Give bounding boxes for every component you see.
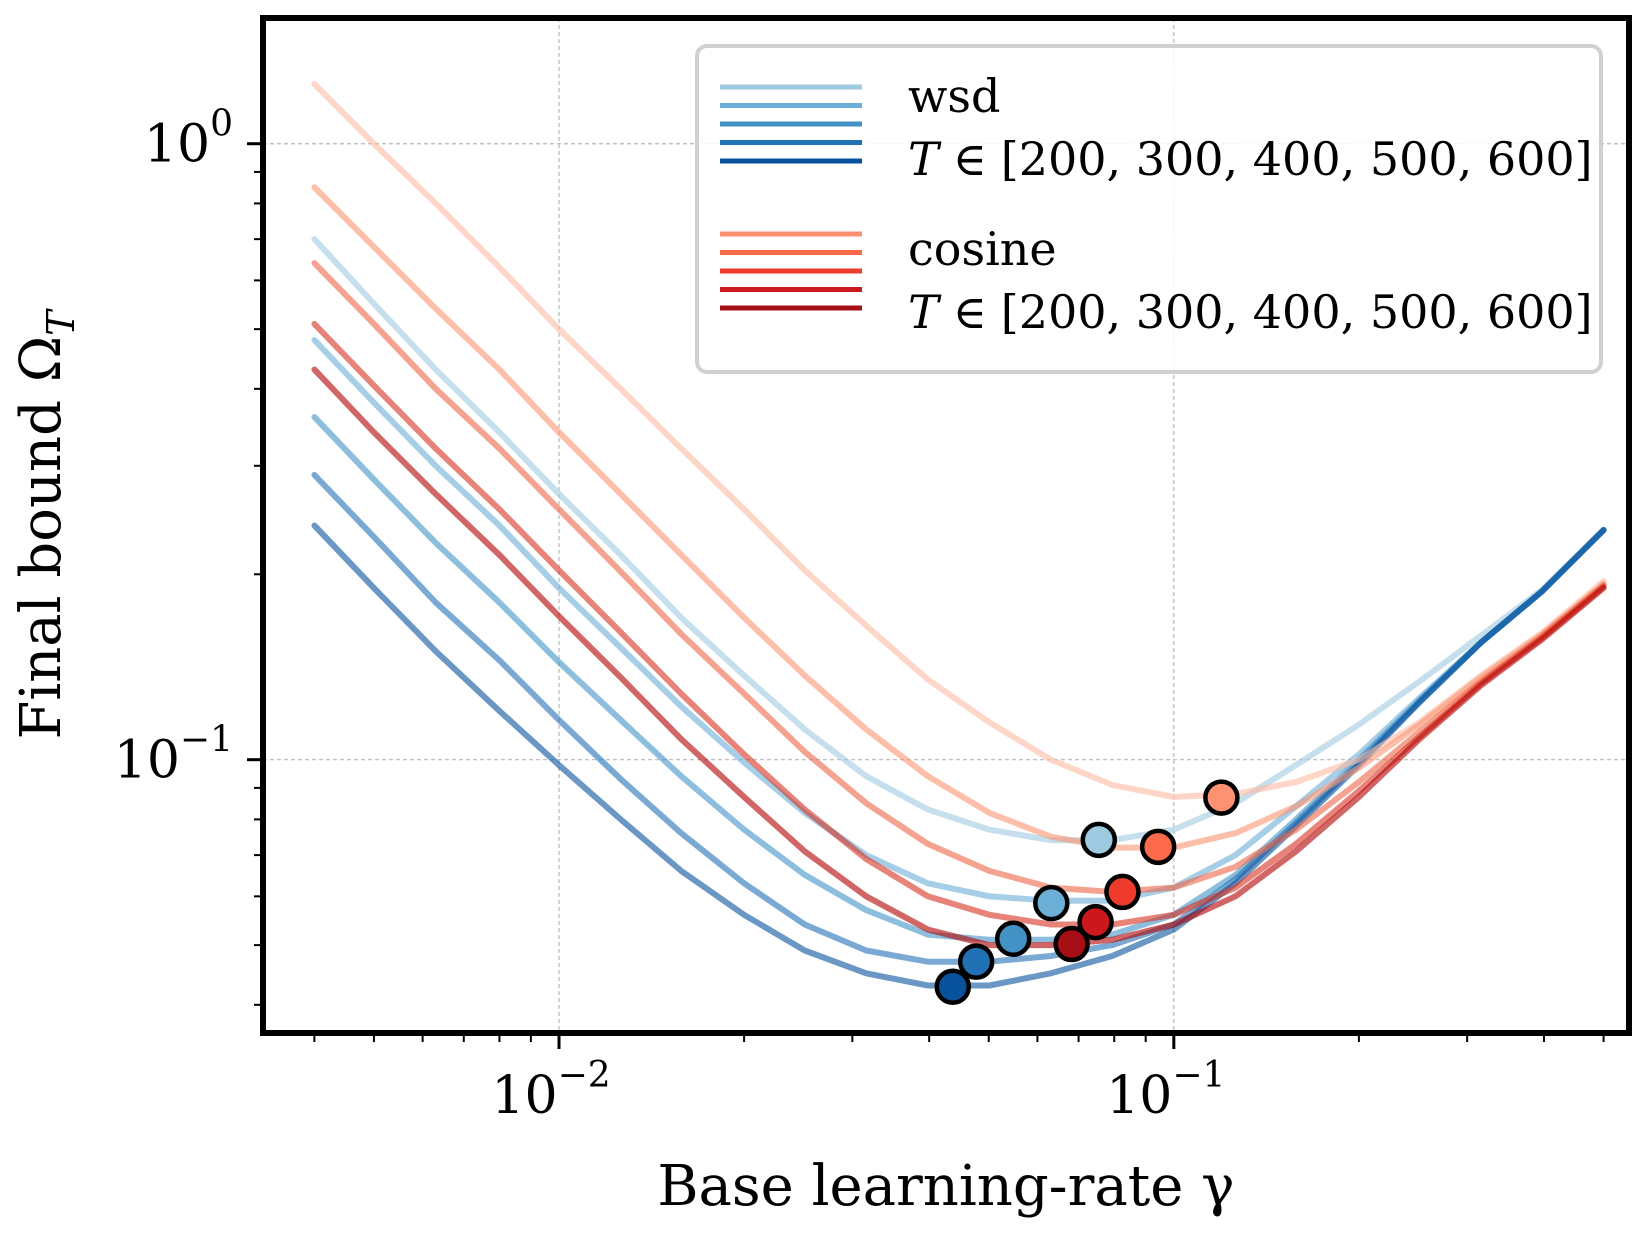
legend-wsd-range: T ∈ [200, 300, 400, 500, 600] xyxy=(908,132,1593,186)
y-tick-label-base: 10 xyxy=(144,115,210,175)
legend-cosine-title: cosine xyxy=(908,222,1057,276)
axis-ticks xyxy=(247,142,1605,1049)
y-tick-label: 10−1 xyxy=(114,720,233,791)
legend-box xyxy=(695,44,1603,374)
x-tick-label-exponent: −2 xyxy=(558,1055,611,1096)
y-axis-label: Final bound ΩT xyxy=(9,308,83,740)
legend-cosine-range-values: [200, 300, 400, 500, 600] xyxy=(1001,285,1593,339)
x-tick-label-base: 10 xyxy=(1106,1066,1172,1126)
legend: wsd T ∈ [200, 300, 400, 500, 600] cosine T… xyxy=(695,44,1603,374)
x-tick-label: 10−1 xyxy=(1106,1055,1225,1126)
min-marker-wsd-t-400 xyxy=(994,920,1032,958)
min-marker-wsd-t-500 xyxy=(957,943,995,980)
legend-wsd-title: wsd xyxy=(908,69,1000,123)
y-tick-label-exponent: 0 xyxy=(210,104,233,145)
x-tick-label-base: 10 xyxy=(491,1066,557,1126)
y-axis-label-main: Final bound Ω xyxy=(9,336,74,740)
y-axis-label-subscript: T xyxy=(39,308,83,336)
x-tick-label: 10−2 xyxy=(491,1055,610,1126)
x-tick-label-exponent: −1 xyxy=(1172,1055,1225,1096)
legend-cosine-range-rel: ∈ xyxy=(953,285,987,339)
y-tick-label: 100 xyxy=(144,104,233,175)
series-line-cosine-t-400 xyxy=(311,260,1607,895)
min-marker-cosine-t-400 xyxy=(1104,873,1141,911)
min-marker-cosine-t-600 xyxy=(1053,925,1090,963)
series-line-cosine-t-200 xyxy=(311,81,1607,800)
legend-cosine-range-var: T xyxy=(908,285,942,339)
legend-wsd-range-var: T xyxy=(908,132,942,186)
legend-wsd-range-values: [200, 300, 400, 500, 600] xyxy=(1001,132,1593,186)
legend-wsd-range-rel: ∈ xyxy=(953,132,987,186)
legend-swatches xyxy=(720,84,862,311)
series-line-cosine-t-600 xyxy=(311,366,1607,949)
y-axis-label-group: Final bound ΩT xyxy=(9,308,83,740)
plot-frame xyxy=(260,15,1632,1036)
min-marker-wsd-t-200 xyxy=(1080,821,1118,859)
y-tick-label-exponent: −1 xyxy=(180,720,233,761)
min-marker-cosine-t-500 xyxy=(1077,903,1114,941)
series-line-wsd-t-200 xyxy=(311,236,1607,844)
min-marker-wsd-t-300 xyxy=(1033,884,1070,922)
x-axis-label: Base learning-rate γ xyxy=(657,1154,1234,1219)
marker-layer xyxy=(934,779,1240,1005)
min-marker-cosine-t-300 xyxy=(1139,828,1177,866)
y-tick-label-base: 10 xyxy=(114,731,180,791)
series-line-cosine-t-500 xyxy=(311,320,1607,928)
series-line-cosine-t-300 xyxy=(311,184,1607,851)
min-marker-cosine-t-200 xyxy=(1203,779,1240,816)
min-marker-wsd-t-600 xyxy=(934,968,972,1005)
legend-cosine-range: T ∈ [200, 300, 400, 500, 600] xyxy=(908,285,1593,339)
